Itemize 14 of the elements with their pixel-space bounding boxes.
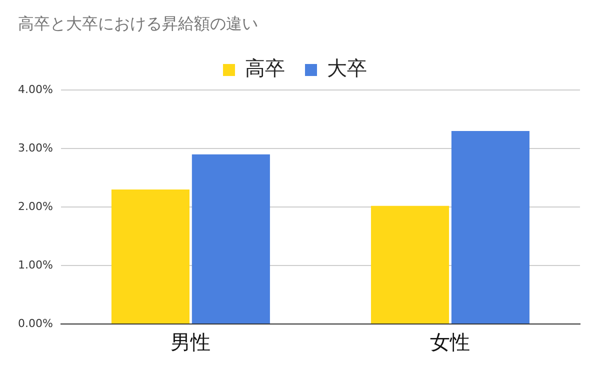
y-tick-label: 3.00% xyxy=(18,141,53,154)
bar xyxy=(370,206,450,324)
legend-label: 大卒 xyxy=(327,56,367,80)
chart-title: 高卒と大卒における昇給額の違い xyxy=(18,14,258,35)
bar xyxy=(451,130,530,324)
legend-label: 高卒 xyxy=(245,56,285,80)
y-tick-label: 1.00% xyxy=(18,258,53,272)
bar xyxy=(111,189,190,324)
x-tick-label: 男性 xyxy=(170,330,211,354)
x-tick-label: 女性 xyxy=(430,330,470,354)
y-tick-label: 2.00% xyxy=(18,200,53,213)
y-tick-label: 4.00% xyxy=(18,82,53,96)
bar xyxy=(192,154,270,324)
y-tick-label: 0.00% xyxy=(18,316,53,330)
